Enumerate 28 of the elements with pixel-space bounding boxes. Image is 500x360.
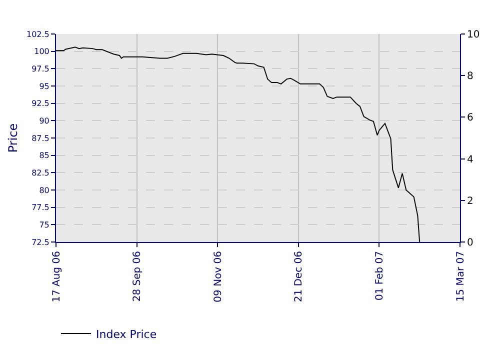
- y-axis-title: Price: [6, 123, 20, 153]
- x-tick-label: 28 Sep 06: [132, 251, 144, 302]
- y2-tick-label: 0: [467, 238, 474, 248]
- y2-tick-label: 8: [467, 71, 474, 82]
- y2-tick-label: 2: [467, 196, 474, 207]
- y-tick-label: 102.5: [26, 30, 50, 39]
- y2-tick-label: 10: [467, 30, 480, 40]
- y-tick-label: 100: [34, 47, 50, 56]
- y-tick-label: 92.5: [32, 99, 50, 108]
- y-tick-label: 82.5: [32, 168, 50, 178]
- y-tick-label: 75: [39, 220, 50, 230]
- y-tick-label: 85: [39, 151, 50, 160]
- legend-label: Index Price: [96, 328, 157, 341]
- x-tick-label: 21 Dec 06: [294, 251, 305, 302]
- x-tick-label: 09 Nov 06: [212, 251, 224, 302]
- y2-tick-label: 6: [467, 112, 474, 124]
- y-tick-label: 90: [39, 116, 50, 126]
- y-tick-label: 72.5: [32, 238, 50, 247]
- y-tick-label: 87.5: [32, 134, 50, 143]
- y2-tick-label: 4: [467, 154, 474, 166]
- y-tick-label: 80: [39, 186, 50, 195]
- x-tick-label: 17 Aug 06: [51, 251, 62, 302]
- y-tick-label: 77.5: [32, 203, 50, 212]
- line-series: [56, 46, 420, 242]
- y-tick-label: 95: [39, 82, 50, 91]
- x-tick-label: 15 Mar 07: [455, 251, 466, 302]
- x-tick-label: 01 Feb 07: [374, 251, 386, 301]
- y-tick-label: 97.5: [32, 64, 50, 74]
